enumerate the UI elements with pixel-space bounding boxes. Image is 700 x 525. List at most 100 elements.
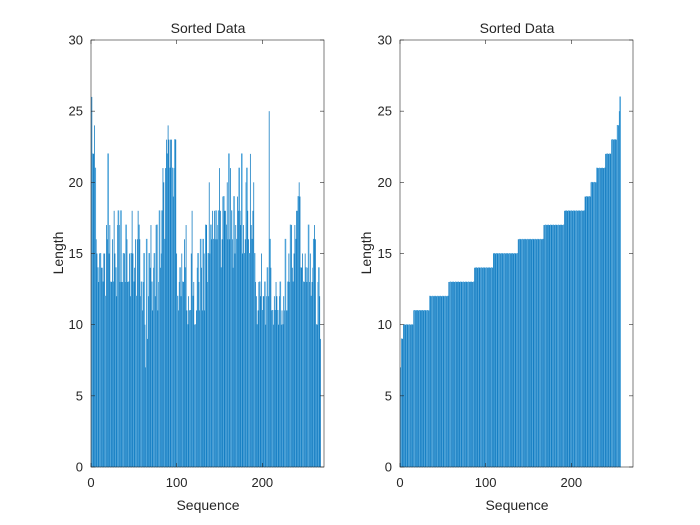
bar <box>255 281 256 467</box>
bar <box>594 182 596 467</box>
bar <box>252 210 254 468</box>
bar <box>520 239 522 467</box>
bar <box>597 168 599 467</box>
bar <box>570 210 573 468</box>
bar <box>240 225 242 467</box>
bar <box>498 253 499 467</box>
bar <box>488 267 490 468</box>
bar <box>315 324 318 468</box>
bar <box>91 153 94 468</box>
bar <box>106 225 107 467</box>
bar <box>603 168 605 467</box>
bar <box>595 182 597 467</box>
bar <box>205 224 207 468</box>
bar <box>284 310 285 467</box>
bar <box>216 239 218 467</box>
bar <box>93 153 94 467</box>
bar <box>575 210 576 468</box>
bar <box>542 238 544 468</box>
bar <box>436 295 439 468</box>
bar <box>490 267 493 468</box>
bar <box>127 281 130 468</box>
bar <box>580 210 582 468</box>
bar <box>618 125 619 468</box>
bar <box>135 295 138 468</box>
bar <box>251 238 253 468</box>
bar <box>508 253 510 467</box>
bar <box>531 239 533 467</box>
x-axis-label: Sequence <box>176 497 239 513</box>
bar <box>320 338 321 467</box>
bar <box>269 238 271 468</box>
bar <box>479 267 481 467</box>
bar <box>208 182 210 467</box>
bar <box>225 210 226 468</box>
bar <box>519 238 521 468</box>
bar <box>203 253 205 467</box>
bar <box>611 139 614 468</box>
bar <box>446 296 448 467</box>
bar <box>593 181 596 468</box>
bar <box>457 281 460 468</box>
bar <box>163 238 166 468</box>
bar <box>512 253 514 467</box>
bar <box>475 267 476 467</box>
bar <box>198 281 200 467</box>
bar <box>495 253 497 467</box>
bar <box>619 96 621 468</box>
bar <box>264 281 266 468</box>
bar <box>426 310 429 468</box>
bar <box>474 267 475 467</box>
bar <box>97 267 99 468</box>
bar <box>215 210 217 468</box>
bar <box>615 139 617 467</box>
y-tick-label: 0 <box>76 460 83 475</box>
bar <box>281 310 283 467</box>
bar <box>238 167 240 468</box>
bar <box>427 310 429 467</box>
bar <box>275 281 277 467</box>
bar <box>122 253 125 468</box>
bar <box>492 267 493 467</box>
bar <box>499 253 501 467</box>
bar <box>482 267 484 467</box>
bar <box>279 296 280 467</box>
bar <box>319 296 321 467</box>
bar <box>447 295 449 468</box>
bar <box>190 253 192 467</box>
bar <box>225 224 228 468</box>
bar <box>585 196 588 468</box>
bar <box>181 281 184 468</box>
bar <box>248 239 249 467</box>
bar <box>104 295 107 468</box>
bar <box>144 324 146 467</box>
bar <box>413 310 416 468</box>
bar <box>418 310 421 468</box>
bar <box>245 182 247 467</box>
bar <box>464 281 466 467</box>
bar <box>224 210 225 468</box>
bar <box>271 310 273 467</box>
bar <box>217 225 219 467</box>
bar <box>588 196 589 467</box>
bar <box>472 281 475 468</box>
bar <box>265 324 267 467</box>
bar <box>291 267 293 467</box>
bar <box>525 239 527 467</box>
bar <box>250 225 252 467</box>
bar <box>261 253 262 467</box>
bar <box>153 267 154 467</box>
bar <box>217 210 220 468</box>
x-tick-label: 100 <box>166 475 188 490</box>
bar <box>541 239 543 467</box>
bar <box>470 281 472 468</box>
bar <box>96 253 98 467</box>
bar <box>168 139 170 467</box>
bar <box>228 153 230 468</box>
bar <box>551 225 552 467</box>
bar <box>566 210 568 468</box>
bar <box>98 281 100 467</box>
bar <box>285 310 287 467</box>
bar <box>227 239 229 467</box>
bar <box>212 238 215 468</box>
